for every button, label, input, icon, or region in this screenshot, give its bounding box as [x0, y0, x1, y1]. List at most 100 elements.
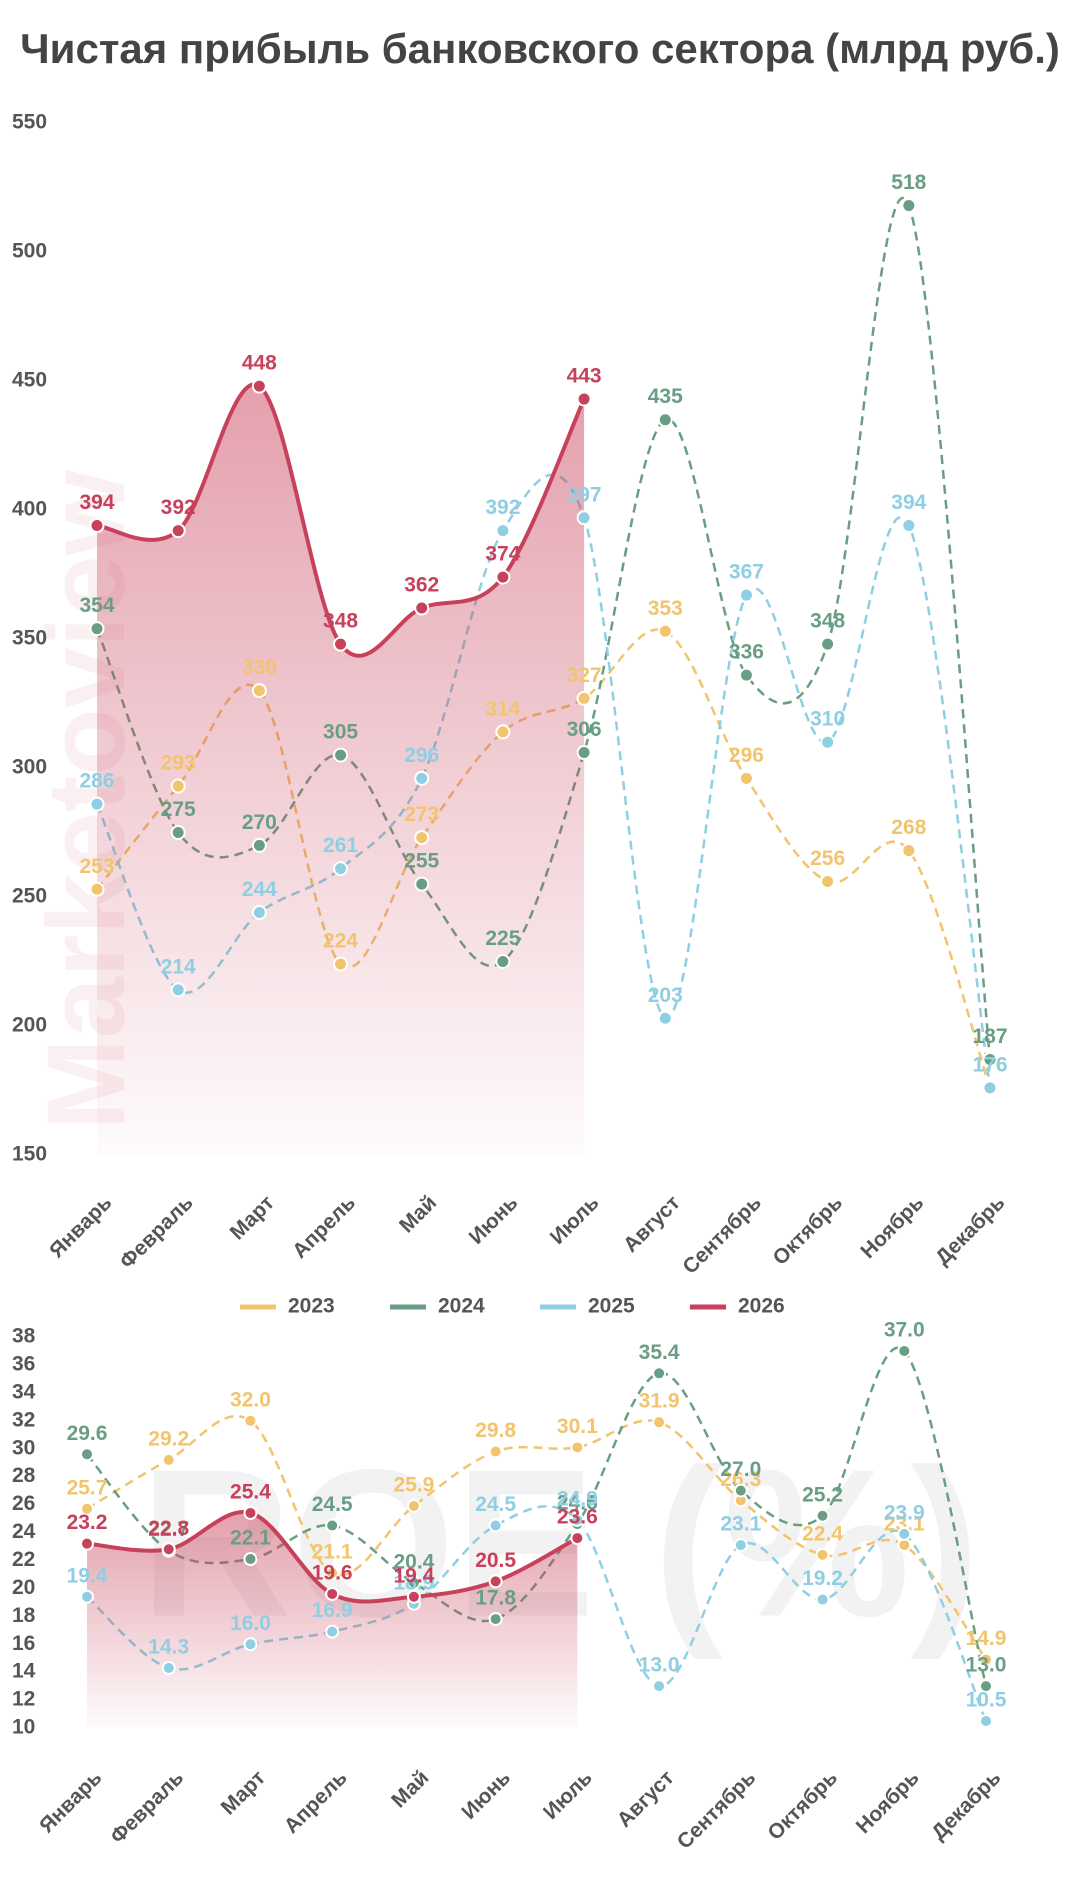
x-tick-label: Ноябрь [852, 1766, 924, 1838]
legend-label: 2026 [738, 1295, 785, 1318]
x-tick-label: Февраль [115, 1191, 197, 1273]
data-point [576, 745, 592, 761]
data-label: 20.5 [475, 1549, 516, 1572]
data-label: 19.4 [393, 1564, 434, 1587]
data-point [982, 1080, 998, 1096]
data-label: 25.4 [230, 1480, 271, 1503]
data-point [251, 683, 267, 699]
data-point [570, 1531, 585, 1546]
data-label: 29.2 [148, 1427, 189, 1450]
y-tick-label: 500 [12, 240, 47, 263]
data-label: 18.9 [393, 1571, 434, 1594]
data-point [901, 198, 917, 214]
data-label: 305 [323, 721, 358, 744]
x-tick-label: Август [619, 1191, 685, 1257]
data-point [652, 1679, 667, 1694]
data-label: 37.0 [884, 1319, 925, 1342]
x-tick-label: Январь [35, 1766, 106, 1837]
y-tick-label: 250 [12, 885, 47, 908]
y-tick-label: 28 [12, 1464, 36, 1487]
data-label: 397 [567, 483, 602, 506]
data-point [652, 1415, 667, 1430]
data-point [576, 690, 592, 706]
data-label: 435 [648, 385, 683, 408]
data-point [815, 1592, 830, 1607]
y-tick-label: 16 [12, 1632, 35, 1655]
data-point [979, 1652, 993, 1667]
data-label: 392 [161, 496, 196, 519]
data-point [406, 1498, 421, 1513]
data-point [333, 747, 349, 763]
data-label: 22.4 [802, 1522, 843, 1545]
data-label: 330 [242, 656, 277, 679]
data-point [820, 636, 836, 652]
data-point [982, 1052, 998, 1068]
data-label: 14.9 [966, 1627, 1007, 1650]
y-tick-label: 32 [12, 1408, 35, 1431]
x-tick-label: Июль [539, 1766, 597, 1824]
x-tick-label: Сентябрь [678, 1191, 766, 1279]
data-label: 32.0 [230, 1388, 271, 1411]
data-point [80, 1447, 94, 1462]
y-tick-label: 550 [12, 111, 47, 134]
data-label: 275 [161, 798, 196, 821]
data-point [251, 837, 267, 853]
data-point [325, 1586, 340, 1601]
data-label: 24.5 [312, 1493, 353, 1516]
data-point [576, 510, 592, 526]
data-label: 336 [729, 641, 764, 664]
data-label: 19.4 [67, 1564, 108, 1587]
data-point [161, 1452, 176, 1467]
y-tick-label: 200 [12, 1014, 47, 1037]
data-point [243, 1637, 258, 1652]
data-label: 19.2 [802, 1567, 843, 1590]
data-point [80, 1501, 94, 1516]
data-point [733, 1538, 748, 1553]
data-point [815, 1508, 830, 1523]
data-point [652, 1366, 667, 1381]
data-point [576, 391, 592, 407]
data-point [80, 1536, 94, 1551]
x-tick-label: Июнь [457, 1766, 515, 1824]
data-point [325, 1624, 340, 1639]
data-label: 367 [729, 561, 764, 584]
x-tick-label: Май [395, 1191, 441, 1237]
y-tick-label: 34 [12, 1380, 36, 1403]
data-label: 256 [810, 847, 845, 870]
data-point [414, 770, 430, 786]
data-point [897, 1343, 912, 1358]
data-label: 187 [972, 1025, 1007, 1048]
x-tick-label: Январь [45, 1191, 116, 1262]
data-point [161, 1542, 176, 1557]
data-label: 14.3 [148, 1636, 189, 1659]
data-label: 13.0 [966, 1654, 1007, 1677]
data-label: 16.9 [312, 1599, 353, 1622]
x-tick-label: Апрель [280, 1766, 352, 1838]
data-label: 22.7 [148, 1518, 189, 1541]
y-tick-label: 24 [12, 1520, 36, 1543]
x-tick-label: Июль [546, 1191, 604, 1249]
data-label: 394 [891, 491, 926, 514]
data-point [495, 954, 511, 969]
y-tick-label: 38 [12, 1325, 36, 1348]
data-point [333, 861, 349, 877]
x-tick-label: Октябрь [769, 1191, 848, 1270]
data-label: 20.4 [393, 1550, 434, 1573]
data-point [243, 1413, 258, 1428]
data-point [251, 904, 267, 920]
data-label: 23.2 [67, 1511, 108, 1534]
data-label: 10.5 [966, 1689, 1007, 1712]
data-point [406, 1575, 421, 1590]
data-label: 225 [485, 927, 520, 950]
x-tick-label: Сентябрь [673, 1766, 761, 1854]
y-tick-label: 20 [12, 1576, 35, 1599]
data-point [488, 1574, 503, 1589]
data-label: 253 [79, 855, 114, 878]
data-label: 348 [810, 610, 845, 633]
data-point [325, 1565, 340, 1580]
data-point [738, 587, 754, 603]
data-point [488, 1518, 503, 1533]
data-point [495, 523, 511, 539]
data-label: 25.7 [67, 1476, 108, 1499]
data-label: 24.6 [557, 1492, 598, 1515]
